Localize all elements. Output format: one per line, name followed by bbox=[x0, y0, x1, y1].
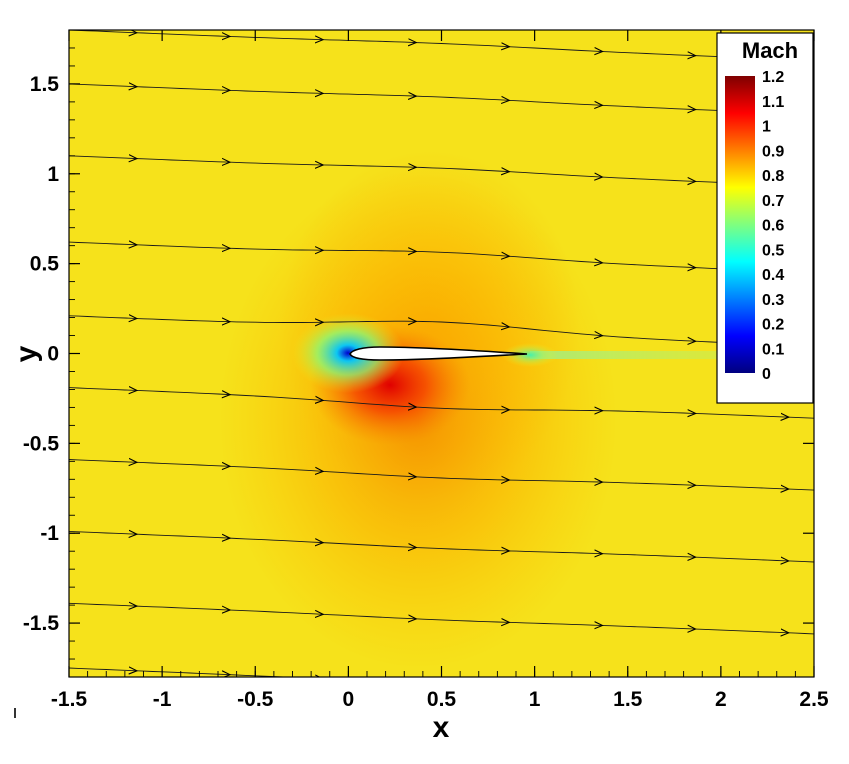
colorbar-title: Mach bbox=[742, 38, 798, 63]
x-axis-title: x bbox=[433, 711, 450, 744]
y-axis-title: y bbox=[10, 345, 43, 362]
y-tick-label: 1.5 bbox=[30, 73, 60, 96]
colorbar-gradient bbox=[725, 76, 755, 373]
colorbar-label: 1 bbox=[762, 119, 771, 136]
y-tick-labels: -1.5 -1 -0.5 0 0.5 1 1.5 bbox=[23, 73, 60, 635]
colorbar-label: 0.3 bbox=[762, 292, 784, 309]
y-tick-label: -0.5 bbox=[23, 432, 60, 455]
x-tick-label: -0.5 bbox=[237, 688, 274, 711]
streamline bbox=[69, 667, 292, 677]
y-tick-label: -1 bbox=[40, 522, 59, 545]
colorbar-label: 0.2 bbox=[762, 317, 784, 334]
colorbar-label: 0.5 bbox=[762, 242, 784, 259]
colorbar-label: 0.1 bbox=[762, 341, 784, 358]
colorbar-labels: 1.2 1.1 1 0.9 0.8 0.7 0.6 0.5 0.4 0.3 0.2 0.1 0 bbox=[762, 69, 784, 383]
stagnation-region bbox=[292, 313, 404, 393]
colorbar-label: 0.4 bbox=[762, 267, 784, 284]
x-tick-labels: -1.5 -1 -0.5 0 0.5 1 1.5 2 2.5 bbox=[51, 688, 829, 711]
streamlines bbox=[69, 30, 814, 677]
colorbar-legend: Mach 1.2 1.1 1 0.9 0.8 0.7 0.6 0.5 0.4 0.3 0.2 0.1 0 bbox=[716, 32, 814, 404]
colorbar-label: 1.2 bbox=[762, 69, 784, 86]
x-tick-label: 0.5 bbox=[427, 688, 457, 711]
y-tick-label: 0.5 bbox=[30, 253, 60, 276]
x-tick-label: 0 bbox=[343, 688, 355, 711]
colorbar-label: 0.9 bbox=[762, 143, 784, 160]
colorbar-label: 0.7 bbox=[762, 193, 784, 210]
x-ticks bbox=[68, 30, 815, 677]
x-tick-label: 1.5 bbox=[613, 688, 643, 711]
trailing-edge-low-speed bbox=[502, 343, 558, 367]
x-tick-label: -1.5 bbox=[51, 688, 88, 711]
y-tick-label: -1.5 bbox=[23, 612, 60, 635]
x-tick-label: -1 bbox=[153, 688, 172, 711]
x-tick-label: 2.5 bbox=[799, 688, 829, 711]
y-tick-label: 1 bbox=[47, 163, 59, 186]
colorbar-label: 1.1 bbox=[762, 94, 784, 111]
colorbar-label: 0.6 bbox=[762, 218, 784, 235]
y-tick-label: 0 bbox=[47, 343, 59, 366]
wake-region bbox=[530, 351, 814, 359]
colorbar-label: 0.8 bbox=[762, 168, 784, 185]
mach-field bbox=[69, 30, 814, 677]
corner-mark bbox=[14, 708, 16, 718]
x-tick-label: 1 bbox=[529, 688, 541, 711]
airfoil bbox=[349, 346, 528, 361]
colorbar-label: 0 bbox=[762, 366, 771, 383]
x-tick-label: 2 bbox=[715, 688, 727, 711]
